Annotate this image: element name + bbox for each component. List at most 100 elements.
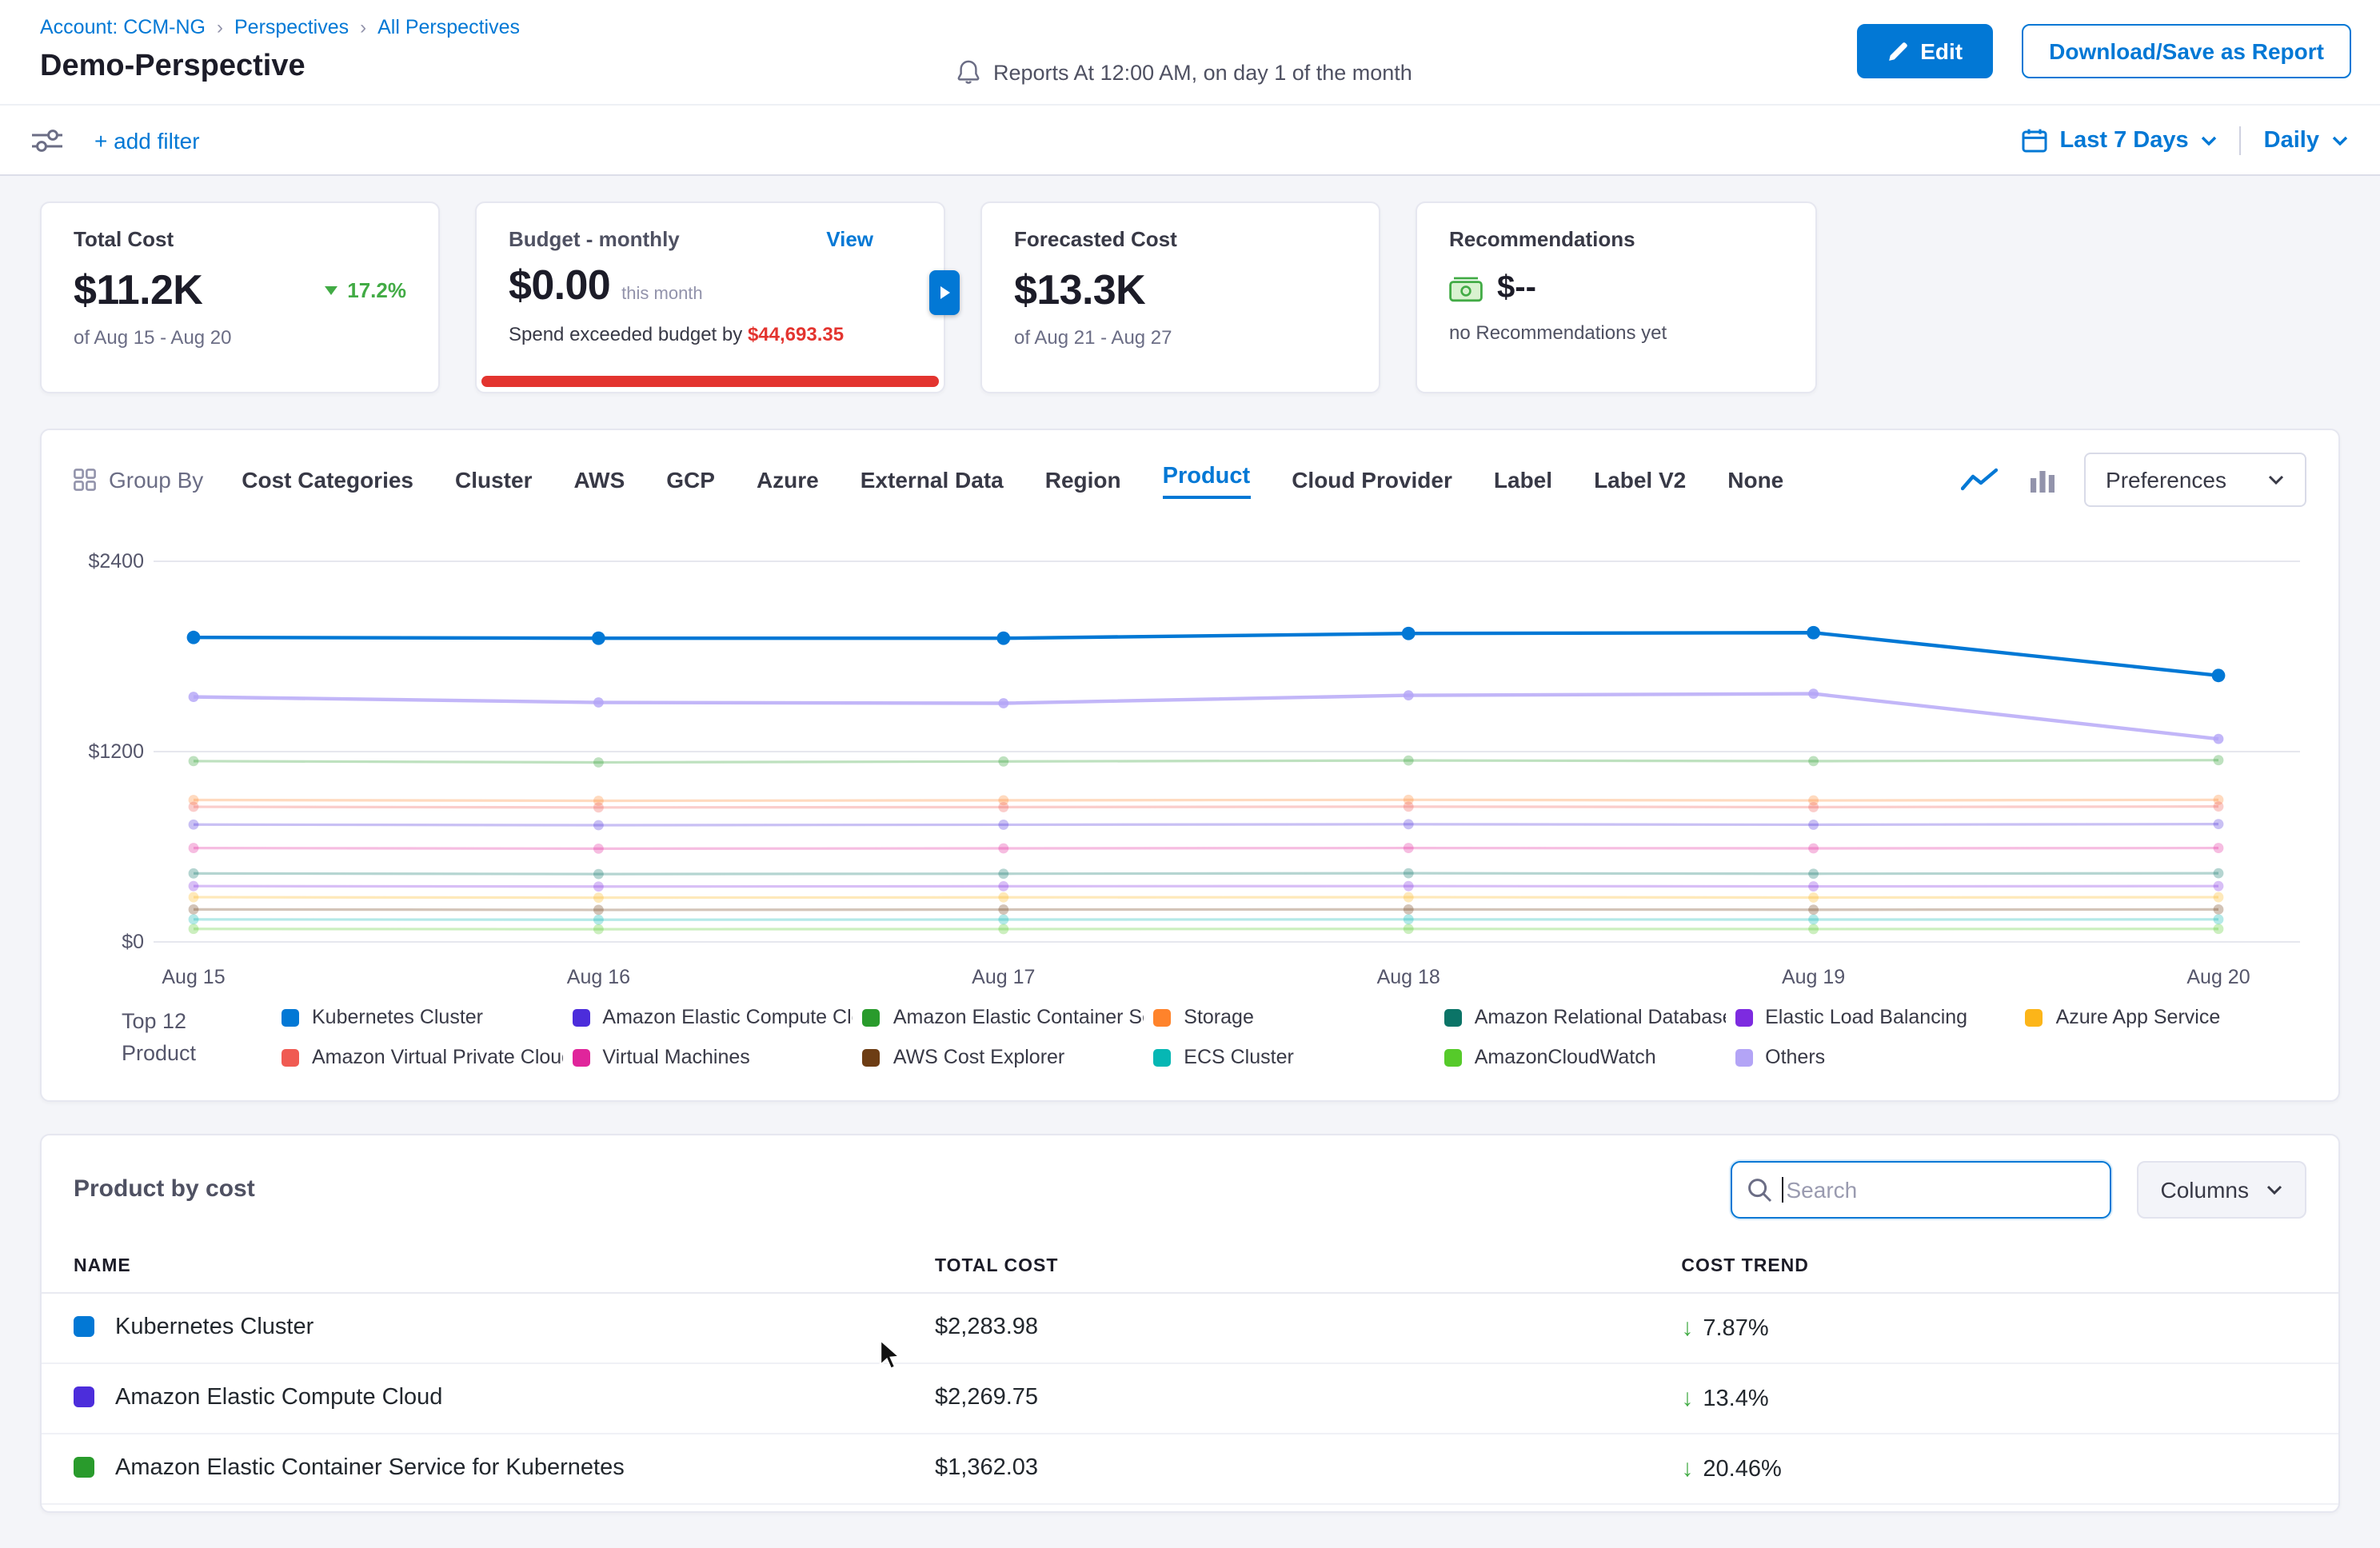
legend-item-others[interactable]: Others	[1735, 1046, 2015, 1068]
date-range-dropdown[interactable]: Last 7 Days	[2021, 127, 2217, 153]
chart-point[interactable]	[593, 757, 604, 768]
chart-point[interactable]	[1808, 795, 1819, 806]
chart-point[interactable]	[2213, 924, 2224, 935]
table-row-amazon-elastic-compute-cloud[interactable]: Amazon Elastic Compute Cloud $2,269.75 ↓ 13…	[42, 1362, 2338, 1434]
chart-point[interactable]	[1403, 868, 1414, 879]
chart-point[interactable]	[998, 904, 1009, 915]
chart-point[interactable]	[593, 881, 604, 892]
chart-point[interactable]	[1403, 690, 1414, 700]
chart-point[interactable]	[998, 880, 1009, 892]
preferences-dropdown[interactable]: Preferences	[2083, 453, 2306, 507]
chart-point[interactable]	[1403, 843, 1414, 853]
groupby-tab-none[interactable]: None	[1727, 457, 1783, 502]
legend-item-ecs-cluster[interactable]: ECS Cluster	[1153, 1046, 1434, 1068]
chart-point[interactable]	[996, 631, 1011, 645]
breadcrumb-perspectives[interactable]: Perspectives	[234, 16, 349, 38]
add-filter-button[interactable]: + add filter	[94, 127, 200, 153]
chart-point[interactable]	[1808, 881, 1819, 892]
chart-point[interactable]	[1808, 802, 1819, 812]
chart-point[interactable]	[1808, 820, 1819, 830]
chart-point[interactable]	[188, 868, 199, 879]
legend-item-amazon-relational-database[interactable]: Amazon Relational Database ...	[1444, 1006, 1725, 1028]
columns-dropdown[interactable]: Columns	[2136, 1160, 2306, 1218]
chart-point[interactable]	[1808, 688, 1819, 700]
legend-item-aws-cost-explorer[interactable]: AWS Cost Explorer	[862, 1046, 1144, 1068]
chart-point[interactable]	[593, 802, 604, 813]
chart-point[interactable]	[2213, 892, 2224, 903]
chart-point[interactable]	[593, 820, 604, 831]
legend-item-kubernetes-cluster[interactable]: Kubernetes Cluster	[282, 1006, 562, 1028]
column-header-cost-trend[interactable]: COST TREND	[1649, 1240, 2338, 1293]
groupby-tab-cost-categories[interactable]: Cost Categories	[242, 457, 413, 502]
chart-point[interactable]	[998, 802, 1009, 812]
chart-point[interactable]	[1808, 914, 1819, 925]
chart-point[interactable]	[2213, 801, 2224, 812]
chart-point[interactable]	[1808, 904, 1819, 916]
edit-button[interactable]: Edit	[1856, 24, 1994, 78]
chart-point[interactable]	[2213, 733, 2224, 744]
chart-point[interactable]	[2213, 904, 2224, 915]
filter-settings-button[interactable]	[32, 127, 62, 153]
chart-point[interactable]	[998, 756, 1009, 767]
groupby-tab-product[interactable]: Product	[1162, 454, 1251, 499]
chart-point[interactable]	[998, 698, 1009, 708]
chart-point[interactable]	[1403, 892, 1414, 903]
table-row-kubernetes-cluster[interactable]: Kubernetes Cluster $2,283.98 ↓ 7.87%	[42, 1292, 2338, 1363]
chart-point[interactable]	[188, 892, 199, 903]
chart-point[interactable]	[188, 914, 199, 925]
column-header-name[interactable]: NAME	[42, 1240, 903, 1293]
groupby-tab-cluster[interactable]: Cluster	[455, 457, 532, 502]
chart-point[interactable]	[593, 904, 604, 916]
chart-point[interactable]	[592, 631, 605, 645]
legend-item-elastic-load-balancing[interactable]: Elastic Load Balancing	[1735, 1006, 2015, 1028]
legend-item-amazon-elastic-compute-clo[interactable]: Amazon Elastic Compute Clo...	[572, 1006, 853, 1028]
legend-item-amazon-virtual-private-cloud[interactable]: Amazon Virtual Private Cloud	[282, 1046, 562, 1068]
chart-point[interactable]	[1807, 625, 1821, 640]
table-row-amazon-elastic-container-service-for-kubernetes[interactable]: Amazon Elastic Container Service for Kub…	[42, 1433, 2338, 1504]
chart-point[interactable]	[1808, 892, 1819, 903]
budget-view-link[interactable]: View	[826, 227, 873, 251]
breadcrumb-account[interactable]: Account: CCM-NG	[40, 16, 206, 38]
chart-point[interactable]	[2211, 668, 2226, 683]
chart-point[interactable]	[2213, 819, 2224, 830]
chart-point[interactable]	[2213, 794, 2224, 805]
breadcrumb-all-perspectives[interactable]: All Perspectives	[377, 16, 520, 38]
granularity-dropdown[interactable]: Daily	[2264, 127, 2348, 153]
chart-point[interactable]	[188, 801, 199, 812]
chart-point[interactable]	[186, 630, 201, 644]
chart-point[interactable]	[1808, 924, 1819, 935]
chart-point[interactable]	[593, 892, 604, 904]
chart-point[interactable]	[593, 697, 604, 708]
chart-point[interactable]	[188, 795, 199, 805]
groupby-tab-azure[interactable]: Azure	[757, 457, 819, 502]
chart-point[interactable]	[593, 796, 604, 806]
chart-point[interactable]	[2213, 868, 2224, 879]
chart-point[interactable]	[1403, 794, 1414, 805]
chart-point[interactable]	[593, 843, 604, 854]
chart-point[interactable]	[2213, 914, 2224, 925]
chart-point[interactable]	[998, 820, 1009, 830]
chart-point[interactable]	[1808, 756, 1819, 767]
chart-point[interactable]	[1403, 801, 1414, 812]
chart-point[interactable]	[188, 819, 199, 830]
groupby-tab-cloud-provider[interactable]: Cloud Provider	[1292, 457, 1452, 502]
chart-point[interactable]	[188, 756, 199, 767]
groupby-tab-aws[interactable]: AWS	[573, 457, 625, 502]
legend-item-amazoncloudwatch[interactable]: AmazonCloudWatch	[1444, 1046, 1725, 1068]
groupby-tab-gcp[interactable]: GCP	[666, 457, 715, 502]
chart-point[interactable]	[188, 880, 199, 892]
chart-point[interactable]	[188, 904, 199, 915]
groupby-tab-label-v2[interactable]: Label V2	[1594, 457, 1686, 502]
chart-point[interactable]	[1808, 868, 1819, 880]
chart-point[interactable]	[2213, 755, 2224, 766]
chart-point[interactable]	[593, 914, 604, 925]
groupby-tab-label[interactable]: Label	[1494, 457, 1552, 502]
line-chart-toggle-button[interactable]	[1957, 464, 2000, 496]
chart-point[interactable]	[188, 692, 199, 702]
chart-point[interactable]	[1403, 880, 1414, 892]
chart-point[interactable]	[2213, 843, 2224, 853]
chart-point[interactable]	[998, 914, 1009, 925]
chart-point[interactable]	[1403, 755, 1414, 766]
budget-card-expand-button[interactable]	[929, 270, 960, 315]
chart-point[interactable]	[1401, 626, 1416, 640]
